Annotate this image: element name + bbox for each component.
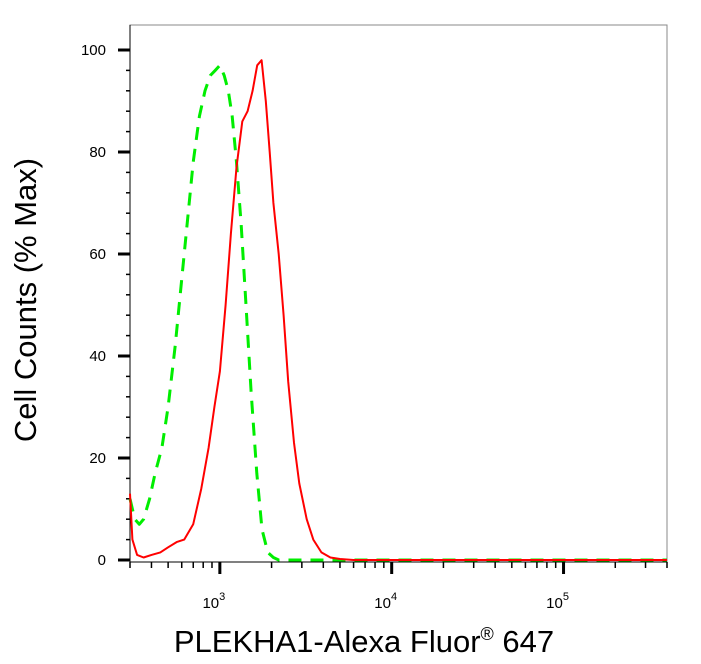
x-tick-label: 104 [374, 591, 397, 612]
y-tick-label: 100 [81, 42, 106, 59]
y-axis: 0 20 40 60 80 100 [81, 25, 131, 569]
x-tick-label: 105 [546, 591, 569, 612]
y-tick-label: 0 [98, 552, 106, 569]
y-axis-title: Cell Counts (% Max) [8, 158, 43, 442]
y-tick-label: 80 [89, 144, 106, 161]
y-tick-label: 40 [89, 348, 106, 365]
y-tick-label: 60 [89, 246, 106, 263]
series-layer [128, 59, 667, 562]
x-axis-title: PLEKHA1-Alexa Fluor® 647 [174, 624, 554, 659]
x-axis-title-main: PLEKHA1-Alexa Fluor [174, 624, 481, 659]
plot-frame [129, 24, 668, 563]
control-series-line [128, 63, 667, 562]
x-axis-title-registered: ® [481, 624, 494, 644]
x-axis-title-suffix: 647 [494, 624, 554, 659]
sample-series-line [129, 59, 667, 561]
x-tick-label: 103 [202, 591, 225, 612]
x-axis: 103 104 105 [129, 561, 668, 612]
y-tick-label: 20 [89, 450, 106, 467]
